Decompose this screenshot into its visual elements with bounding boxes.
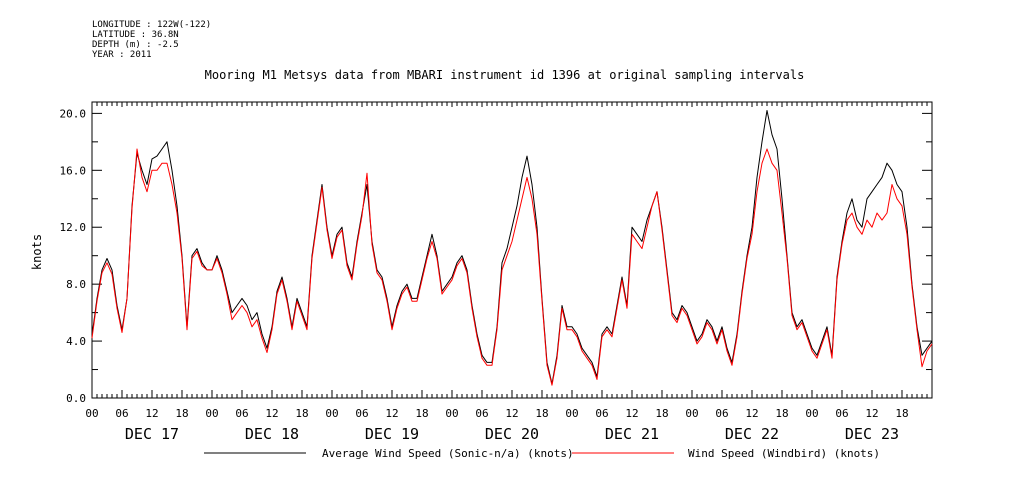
- x-day-label: DEC 21: [605, 425, 659, 443]
- chart-title: Mooring M1 Metsys data from MBARI instru…: [204, 68, 805, 82]
- x-tick-label: 06: [595, 407, 608, 420]
- x-day-label: DEC 22: [725, 425, 779, 443]
- x-tick-label: 18: [295, 407, 308, 420]
- y-tick-label: 4.0: [66, 335, 86, 348]
- y-axis: 0.0 4.0 8.0 12.0 16.0 20.0: [60, 107, 932, 405]
- x-day-label: DEC 18: [245, 425, 299, 443]
- plot-frame: [91, 101, 933, 399]
- x-tick-label: 18: [895, 407, 908, 420]
- x-tick-label: 12: [145, 407, 158, 420]
- x-tick-label: 18: [655, 407, 668, 420]
- depth-text: DEPTH (m) : -2.5: [92, 40, 179, 50]
- y-tick-label: 0.0: [66, 392, 86, 405]
- x-tick-label: 18: [775, 407, 788, 420]
- x-tick-label: 06: [475, 407, 488, 420]
- x-tick-label: 06: [835, 407, 848, 420]
- longitude-text: LONGITUDE : 122W(-122): [92, 20, 212, 30]
- legend-label-1: Average Wind Speed (Sonic-n/a) (knots): [322, 447, 574, 460]
- y-tick-label: 8.0: [66, 278, 86, 291]
- series-layer: [91, 110, 933, 386]
- plot-border: [91, 101, 933, 399]
- x-tick-label: 12: [745, 407, 758, 420]
- y-tick-label: 16.0: [60, 164, 87, 177]
- x-day-label: DEC 20: [485, 425, 539, 443]
- x-tick-label: 00: [85, 407, 98, 420]
- y-tick-label: 12.0: [60, 221, 87, 234]
- latitude-text: LATITUDE : 36.8N: [92, 30, 179, 40]
- x-tick-label: 12: [505, 407, 518, 420]
- x-tick-label: 00: [325, 407, 338, 420]
- x-tick-label: 06: [355, 407, 368, 420]
- series-line-1: [91, 110, 933, 385]
- x-tick-label: 00: [805, 407, 818, 420]
- x-tick-label: 12: [385, 407, 398, 420]
- x-tick-label: 12: [265, 407, 278, 420]
- legend: Average Wind Speed (Sonic-n/a) (knots) Wi…: [204, 447, 880, 460]
- x-tick-label: 12: [625, 407, 638, 420]
- x-tick-label: 00: [685, 407, 698, 420]
- x-day-label: DEC 19: [365, 425, 419, 443]
- x-tick-label: 00: [445, 407, 458, 420]
- x-day-label: DEC 17: [125, 425, 179, 443]
- series-line-2: [91, 148, 933, 386]
- legend-label-2: Wind Speed (Windbird) (knots): [688, 447, 880, 460]
- y-axis-label: knots: [30, 234, 44, 270]
- y-tick-label: 20.0: [60, 107, 87, 120]
- x-tick-label: 00: [565, 407, 578, 420]
- x-tick-label: 06: [115, 407, 128, 420]
- x-tick-label: 06: [715, 407, 728, 420]
- x-tick-label: 06: [235, 407, 248, 420]
- x-tick-label: 00: [205, 407, 218, 420]
- mooring-metadata: LONGITUDE : 122W(-122) LATITUDE : 36.8N …: [92, 20, 211, 60]
- x-tick-label: 12: [865, 407, 878, 420]
- x-tick-label: 18: [535, 407, 548, 420]
- x-tick-label: 18: [415, 407, 428, 420]
- x-axis: 00 06 12 18 00 06 12 18 00 06 12 18 00 06 12 18 00 06 12 18…: [85, 102, 933, 443]
- x-tick-label: 18: [175, 407, 188, 420]
- x-day-label: DEC 23: [845, 425, 899, 443]
- year-text: YEAR : 2011: [92, 50, 152, 60]
